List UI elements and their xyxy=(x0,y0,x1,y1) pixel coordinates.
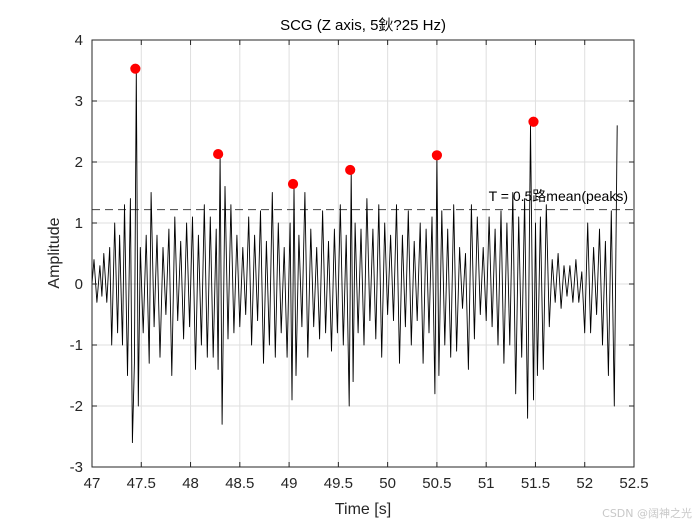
peak-marker xyxy=(130,63,141,74)
y-axis-ticks: -3 -2 -1 0 1 2 3 4 xyxy=(70,32,634,476)
x-tick-label: 48.5 xyxy=(225,475,254,492)
x-tick-label: 48 xyxy=(182,475,199,492)
peak-marker xyxy=(431,150,443,161)
x-tick-label: 51 xyxy=(478,475,495,492)
peak-marker xyxy=(528,116,539,127)
y-tick-label: 3 xyxy=(75,93,83,110)
y-axis-label: Amplitude xyxy=(46,217,63,288)
y-tick-label: 2 xyxy=(75,154,83,171)
x-tick-label: 52.5 xyxy=(619,475,648,492)
y-tick-label: -2 xyxy=(70,398,83,415)
peak-marker xyxy=(345,164,356,176)
threshold-annotation: T = 0.5路mean(peaks) xyxy=(489,188,628,204)
x-tick-label: 50 xyxy=(379,475,396,492)
peak-marker xyxy=(213,148,224,160)
x-tick-label: 47 xyxy=(84,475,101,492)
x-tick-label: 52 xyxy=(576,475,593,492)
watermark: CSDN @阔神之光 xyxy=(602,507,692,520)
peak-marker xyxy=(287,178,299,190)
peak-markers xyxy=(130,63,539,190)
y-tick-label: 1 xyxy=(75,215,83,232)
plot-frame xyxy=(91,39,635,468)
y-tick-label: 0 xyxy=(75,276,83,293)
y-tick-label: -1 xyxy=(70,337,83,354)
chart-title: SCG (Z axis, 5鈥?25 Hz) xyxy=(280,17,446,34)
y-tick-label: -3 xyxy=(70,459,83,476)
signal-line xyxy=(91,70,618,444)
x-axis-label: Time [s] xyxy=(335,501,391,518)
x-tick-label: 49 xyxy=(281,475,298,492)
x-axis-ticks: 47 47.5 48 48.5 49 49.5 50 50.5 51 51.5 52 52.5 xyxy=(84,40,649,492)
x-tick-label: 49.5 xyxy=(324,475,353,492)
plot-background xyxy=(92,40,634,467)
x-tick-label: 47.5 xyxy=(127,475,156,492)
x-tick-label: 50.5 xyxy=(422,475,451,492)
y-tick-label: 4 xyxy=(75,32,83,49)
x-tick-label: 51.5 xyxy=(521,475,550,492)
